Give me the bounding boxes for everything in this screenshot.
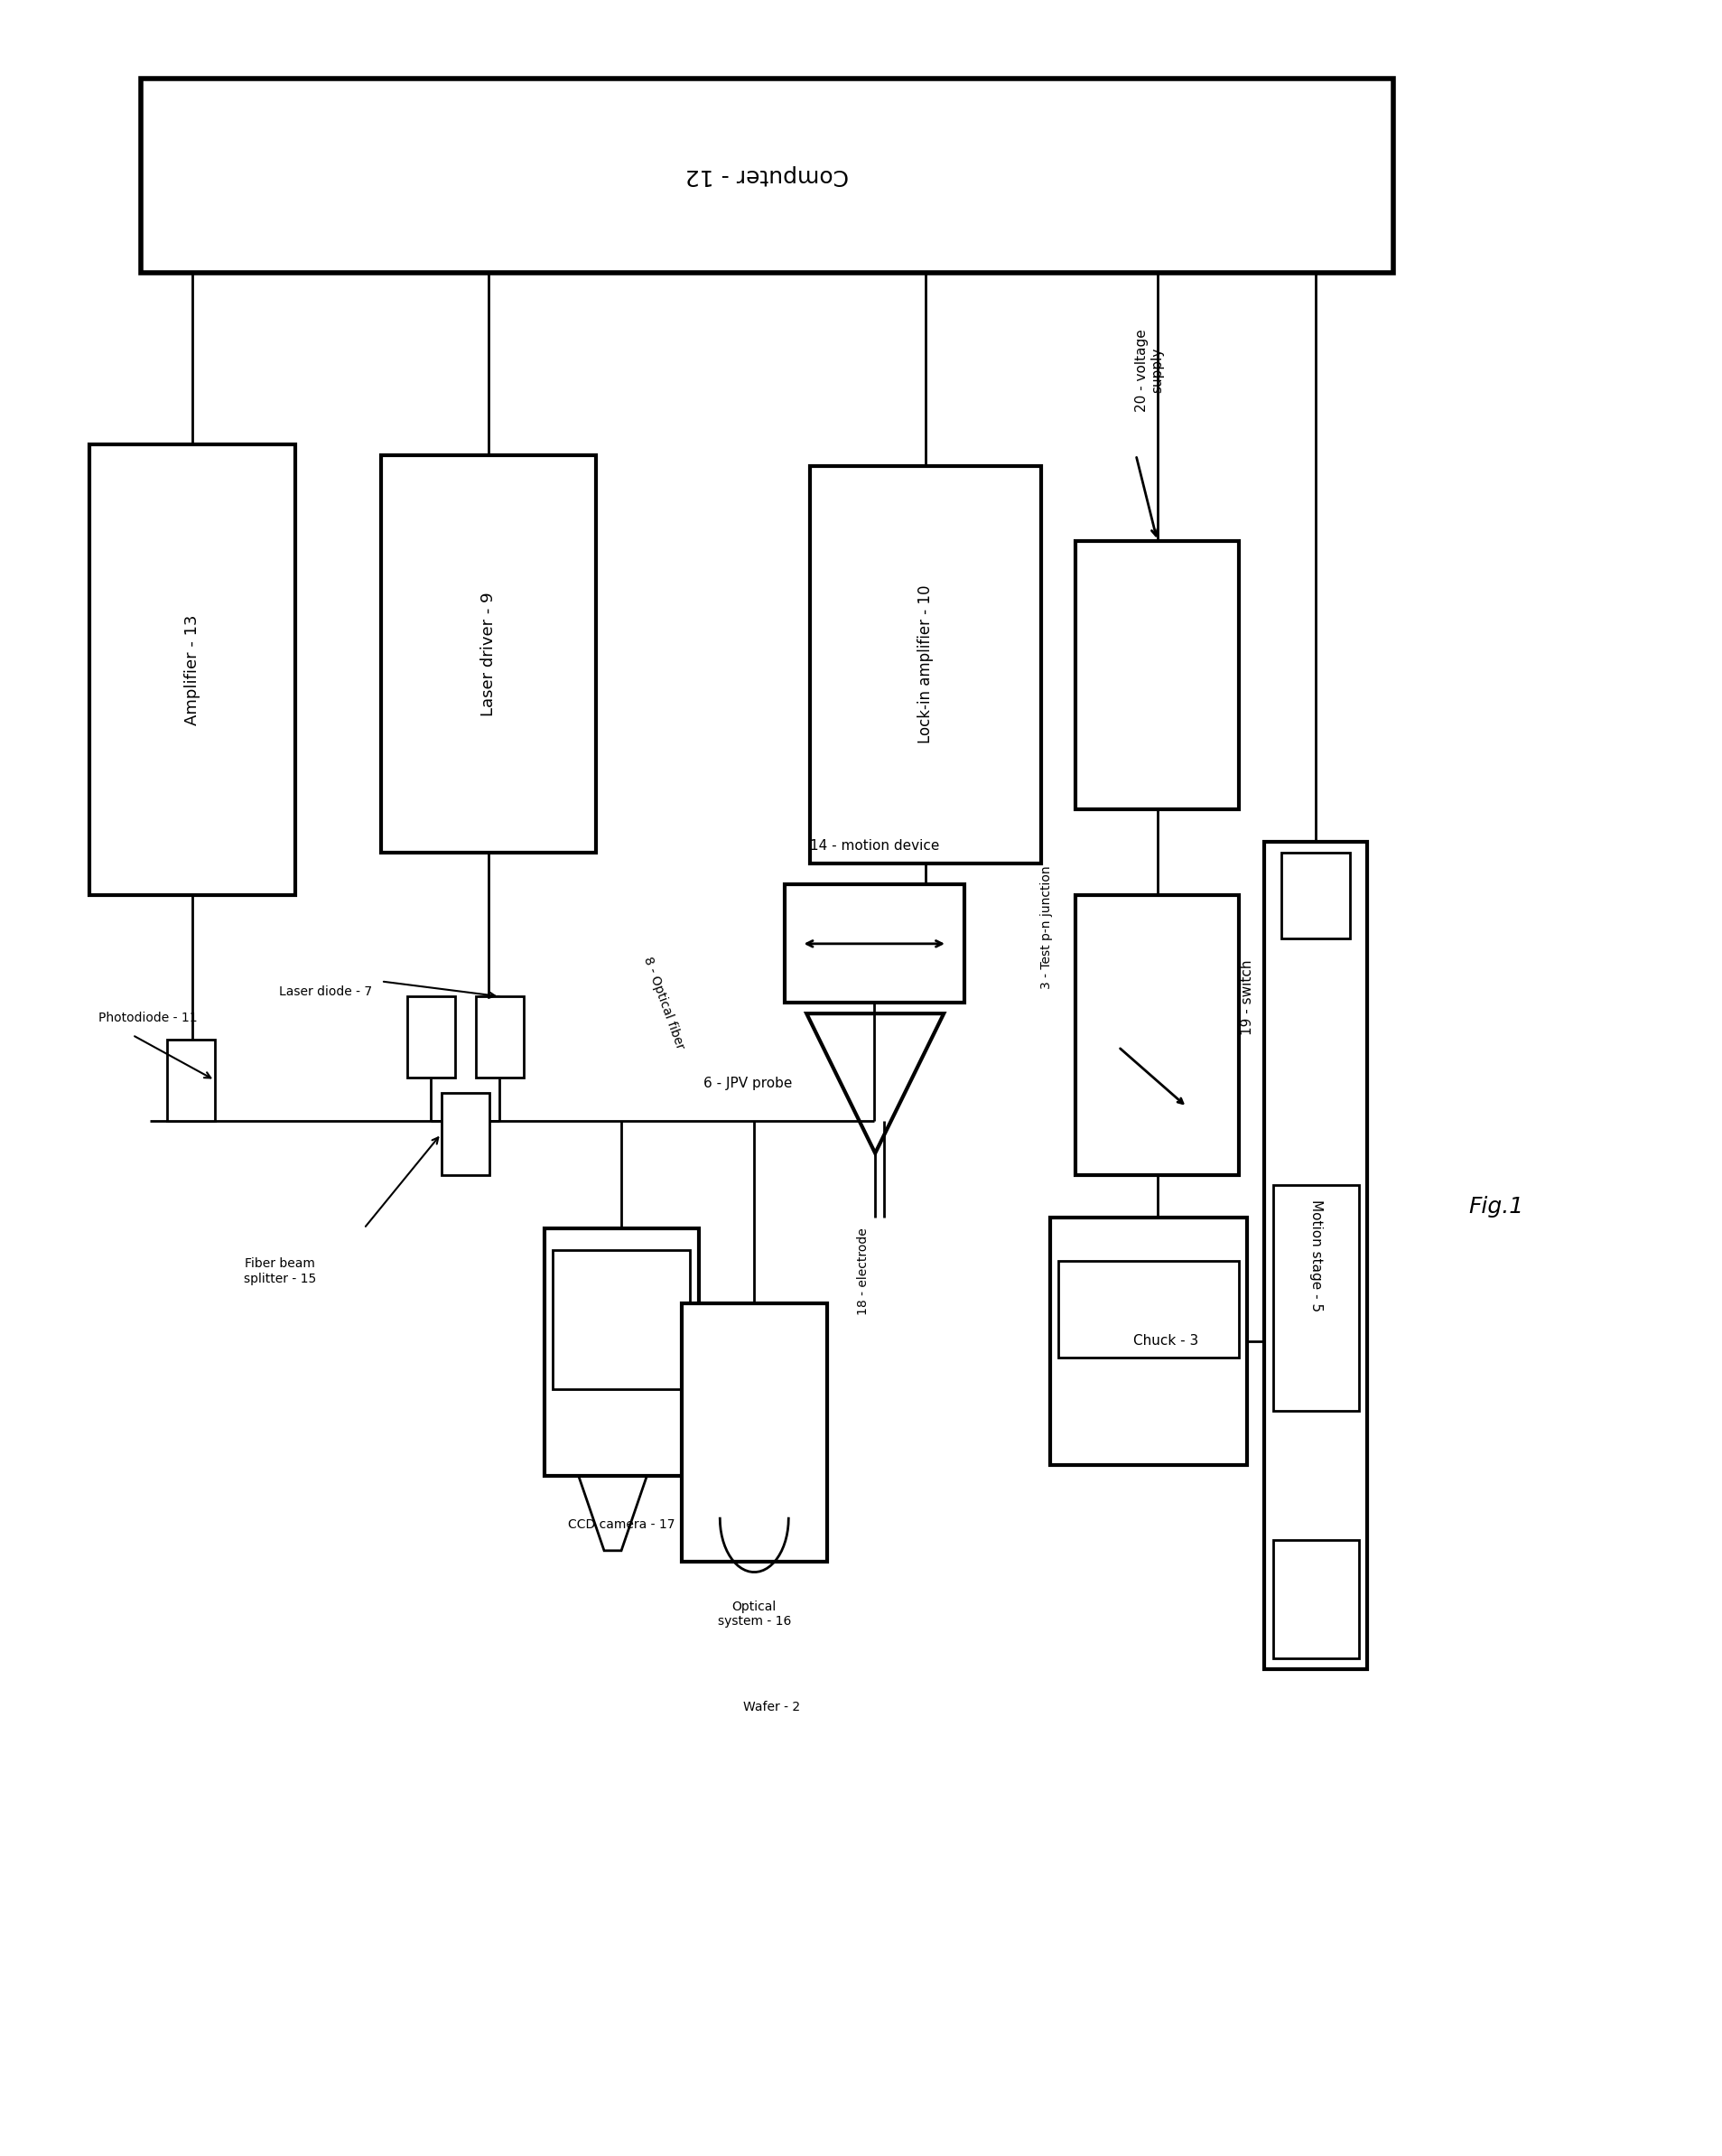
Text: Computer - 12: Computer - 12 — [685, 164, 849, 185]
Text: 6 - JPV probe: 6 - JPV probe — [703, 1076, 792, 1091]
Bar — [141, 80, 1393, 272]
Bar — [167, 1039, 215, 1121]
Bar — [381, 455, 596, 852]
Bar — [1075, 541, 1238, 808]
Bar — [406, 996, 455, 1078]
Text: Photodiode - 11: Photodiode - 11 — [98, 1011, 196, 1024]
Text: 20 - voltage
supply: 20 - voltage supply — [1135, 330, 1164, 412]
Bar — [475, 996, 523, 1078]
Text: 19 - switch: 19 - switch — [1240, 959, 1254, 1035]
Text: Fig.1: Fig.1 — [1467, 1197, 1522, 1218]
Text: Laser diode - 7: Laser diode - 7 — [279, 985, 372, 998]
Bar — [809, 466, 1042, 862]
Text: Laser driver - 9: Laser driver - 9 — [480, 591, 496, 716]
Bar — [553, 1250, 689, 1388]
Text: Fiber beam
splitter - 15: Fiber beam splitter - 15 — [245, 1257, 317, 1285]
Text: 18 - electrode: 18 - electrode — [856, 1227, 870, 1315]
Text: 8 - Optical fiber: 8 - Optical fiber — [641, 955, 687, 1050]
Bar — [1264, 841, 1367, 1669]
Bar — [441, 1093, 489, 1175]
Bar — [1057, 1261, 1238, 1358]
Text: Wafer - 2: Wafer - 2 — [742, 1701, 799, 1714]
Bar — [90, 444, 294, 895]
Bar — [1050, 1218, 1247, 1464]
Text: 3 - Test p-n junction: 3 - Test p-n junction — [1040, 867, 1052, 990]
Bar — [680, 1304, 827, 1561]
Bar — [1273, 1539, 1359, 1658]
Bar — [544, 1229, 697, 1475]
Text: Lock-in amplifier - 10: Lock-in amplifier - 10 — [918, 584, 933, 744]
Text: Motion stage - 5: Motion stage - 5 — [1309, 1199, 1322, 1311]
Bar — [784, 884, 964, 1003]
Bar — [1273, 1186, 1359, 1410]
Text: Chuck - 3: Chuck - 3 — [1133, 1335, 1199, 1348]
Bar — [1281, 852, 1350, 938]
Text: 14 - motion device: 14 - motion device — [809, 839, 938, 852]
Text: Amplifier - 13: Amplifier - 13 — [184, 614, 200, 724]
Text: CCD camera - 17: CCD camera - 17 — [568, 1518, 675, 1531]
Bar — [1075, 895, 1238, 1175]
Text: Optical
system - 16: Optical system - 16 — [716, 1600, 790, 1628]
